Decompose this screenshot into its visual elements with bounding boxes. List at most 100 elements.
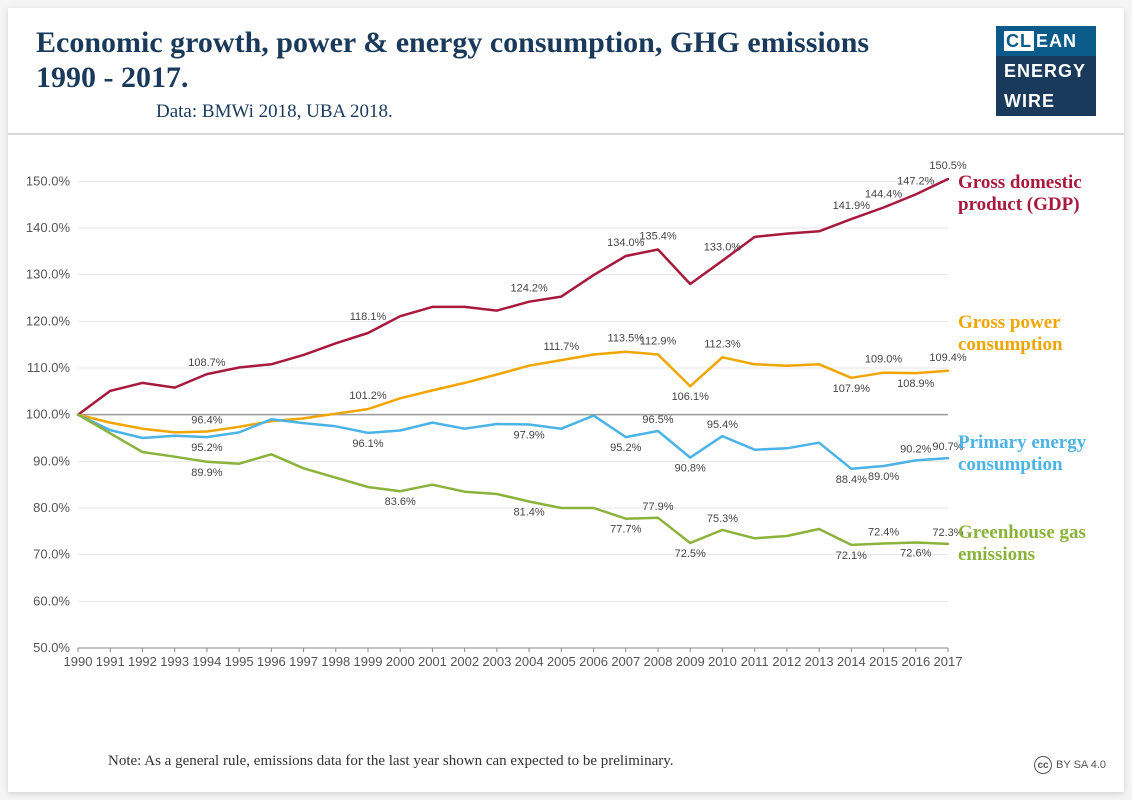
ytick-label: 100.0% (26, 407, 71, 422)
data-label: 141.9% (833, 200, 871, 212)
xtick-label: 1992 (128, 654, 157, 669)
xtick-label: 2001 (418, 654, 447, 669)
data-label: 72.6% (900, 548, 931, 560)
ytick-label: 70.0% (33, 547, 70, 562)
xtick-label: 2014 (837, 654, 866, 669)
xtick-label: 2009 (676, 654, 705, 669)
series-label-primary: Primary energy (958, 432, 1087, 453)
series-label-ghg: Greenhouse gas (958, 522, 1086, 543)
data-label: 89.0% (868, 471, 899, 483)
data-label: 72.1% (836, 550, 867, 562)
data-label: 89.9% (191, 467, 222, 479)
xtick-label: 2004 (515, 654, 544, 669)
chart-subtitle: Data: BMWi 2018, UBA 2018. (156, 101, 996, 123)
xtick-label: 1998 (321, 654, 350, 669)
series-label-power: Gross power (958, 312, 1061, 333)
data-label: 72.5% (675, 548, 706, 560)
title-block: Economic growth, power & energy consumpt… (36, 26, 996, 123)
data-label: 77.7% (610, 524, 641, 536)
ytick-label: 50.0% (33, 640, 70, 655)
footnote: Note: As a general rule, emissions data … (108, 753, 674, 770)
xtick-label: 1996 (257, 654, 286, 669)
title-line1: Economic growth, power & energy consumpt… (36, 26, 869, 59)
ytick-label: 80.0% (33, 500, 70, 515)
data-label: 106.1% (672, 391, 710, 403)
xtick-label: 2012 (772, 654, 801, 669)
license-badge: cc BY SA 4.0 (1034, 756, 1106, 774)
xtick-label: 2003 (482, 654, 511, 669)
xtick-label: 1993 (160, 654, 189, 669)
data-label: 88.4% (836, 474, 867, 486)
ytick-label: 150.0% (26, 173, 71, 188)
data-label: 90.8% (675, 463, 706, 475)
ytick-label: 110.0% (27, 360, 71, 375)
title-line2: 1990 - 2017. (36, 61, 189, 94)
xtick-label: 2011 (741, 654, 769, 669)
data-label: 144.4% (865, 188, 903, 200)
chart-title: Economic growth, power & energy consumpt… (36, 26, 996, 95)
data-label: 108.9% (897, 378, 935, 390)
xtick-label: 2005 (547, 654, 576, 669)
data-label: 75.3% (707, 513, 738, 525)
data-label: 107.9% (833, 383, 871, 395)
xtick-label: 1994 (192, 654, 221, 669)
data-label: 81.4% (514, 506, 545, 518)
logo-cl: CL (1004, 31, 1034, 51)
data-label: 95.2% (191, 442, 222, 454)
data-label: 111.7% (543, 341, 579, 353)
xtick-label: 2000 (386, 654, 415, 669)
series-label-primary: consumption (958, 454, 1063, 475)
xtick-label: 2006 (579, 654, 608, 669)
series-line-gdp (78, 179, 948, 415)
data-label: 97.9% (514, 429, 545, 441)
data-label: 96.5% (642, 414, 673, 426)
xtick-label: 2002 (450, 654, 479, 669)
series-label-gdp: product (GDP) (958, 194, 1080, 215)
chart-area: 50.0% 60.0% 70.0% 80.0% 90.0% 100.0% 110.0% 120… (8, 128, 1124, 728)
data-label: 96.4% (191, 414, 222, 426)
data-label: 124.2% (510, 283, 548, 295)
license-text: BY SA 4.0 (1056, 759, 1106, 771)
ytick-label: 90.0% (33, 453, 70, 468)
data-label: 109.0% (865, 354, 903, 366)
logo-ean: EAN (1036, 31, 1077, 51)
ytick-label: 120.0% (26, 313, 71, 328)
xtick-label: 1995 (225, 654, 254, 669)
data-label: 108.7% (188, 357, 226, 369)
series-label-ghg: emissions (958, 544, 1035, 565)
data-label: 101.2% (349, 390, 387, 402)
ytick-label: 140.0% (26, 220, 71, 235)
logo-row-wire: WIRE (996, 86, 1096, 116)
data-label: 95.2% (610, 442, 641, 454)
xtick-label: 2017 (934, 654, 963, 669)
xtick-label: 1999 (354, 654, 383, 669)
line-chart-svg: 50.0% 60.0% 70.0% 80.0% 90.0% 100.0% 110.0% 120… (8, 128, 1124, 688)
logo-row-clean: CLEAN (996, 26, 1096, 56)
cc-icon: cc (1034, 756, 1052, 774)
ytick-label: 130.0% (26, 267, 71, 282)
xtick-label: 2010 (708, 654, 737, 669)
chart-card: Economic growth, power & energy consumpt… (8, 8, 1124, 792)
brand-logo: CLEAN ENERGY WIRE (996, 26, 1096, 116)
series-label-gdp: Gross domestic (958, 172, 1082, 193)
data-label: 112.9% (640, 335, 677, 347)
data-label: 83.6% (385, 496, 416, 508)
data-label: 96.1% (352, 438, 383, 450)
data-label: 150.5% (929, 160, 967, 172)
data-label: 90.2% (900, 443, 931, 455)
xtick-label: 1990 (64, 654, 93, 669)
data-label: 112.3% (704, 338, 741, 350)
ytick-label: 60.0% (33, 593, 70, 608)
xtick-label: 2016 (901, 654, 930, 669)
xtick-label: 2007 (611, 654, 640, 669)
xtick-label: 1991 (96, 654, 125, 669)
data-label: 95.4% (707, 419, 738, 431)
data-label: 72.4% (868, 526, 899, 538)
data-label: 133.0% (704, 242, 742, 254)
data-label: 135.4% (639, 230, 677, 242)
series-label-power: consumption (958, 334, 1063, 355)
data-label: 77.9% (642, 501, 673, 513)
data-label: 113.5% (608, 333, 645, 345)
xtick-label: 2015 (869, 654, 898, 669)
data-label: 118.1% (350, 311, 387, 323)
